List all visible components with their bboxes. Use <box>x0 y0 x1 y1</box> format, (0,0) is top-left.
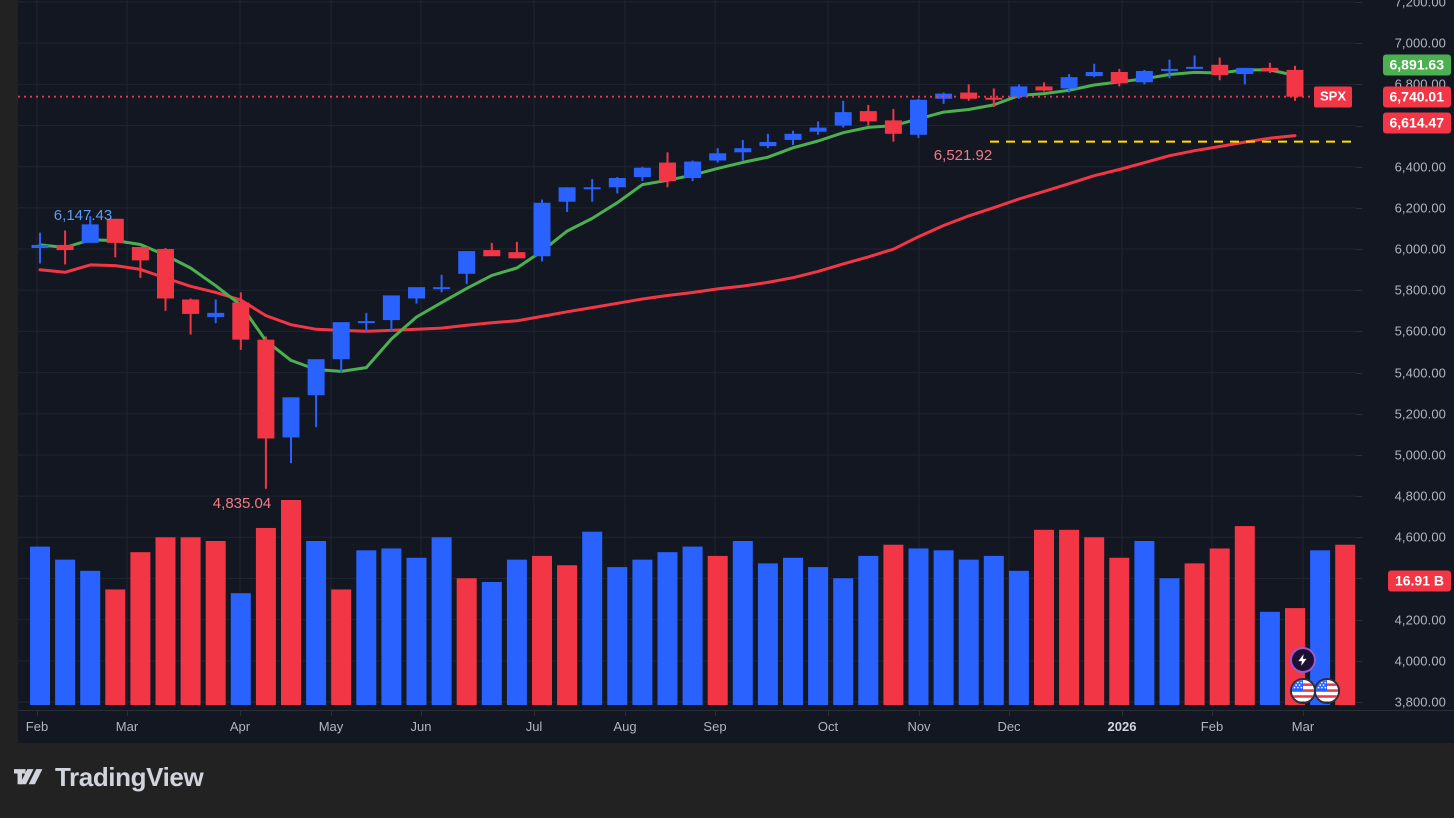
time-axis-tick <box>919 711 920 716</box>
price-axis-label: 5,200.00 <box>1394 406 1446 422</box>
time-axis-tick <box>828 711 829 716</box>
time-axis-tick <box>240 711 241 716</box>
price-axis-tick <box>1356 207 1362 209</box>
time-axis-label: Apr <box>229 719 251 734</box>
time-axis-tick <box>331 711 332 716</box>
volume-series <box>30 500 1356 705</box>
price-axis-tick <box>1356 660 1362 662</box>
price-axis-label: 7,000.00 <box>1394 35 1446 51</box>
moving-average-lines <box>38 68 1297 373</box>
time-axis-label: Dec <box>997 719 1021 734</box>
fast-ma-line <box>38 68 1297 373</box>
price-axis-tick <box>1356 413 1362 415</box>
price-axis-tick <box>1356 537 1362 539</box>
price-axis-label: 3,800.00 <box>1394 694 1446 710</box>
price-axis-tick <box>1356 496 1362 498</box>
time-axis-label: Nov <box>907 719 931 734</box>
us-flag-icon-2[interactable] <box>1314 678 1340 704</box>
time-axis-tick <box>421 711 422 716</box>
time-axis-label: Mar <box>115 719 139 734</box>
ma-fast-value[interactable]: 6,891.63 <box>1382 54 1451 76</box>
time-axis-label: Jul <box>525 719 543 734</box>
time-axis-tick <box>1122 711 1123 716</box>
time-axis-tick <box>37 711 38 716</box>
price-axis-tick <box>1356 290 1362 292</box>
swing-high-label: 6,147.43 <box>53 207 113 224</box>
price-axis-tick <box>1356 331 1362 333</box>
price-axis-tick <box>1356 125 1362 127</box>
price-axis-tick <box>1356 43 1362 45</box>
time-axis-tick <box>534 711 535 716</box>
time-axis-tick <box>715 711 716 716</box>
time-axis-label: Feb <box>1200 719 1224 734</box>
price-axis-tick <box>1356 84 1362 86</box>
price-chart-pane[interactable]: 6,147.43 4,835.04 6,521.92 SPX <box>18 0 1356 710</box>
price-axis-label: 6,200.00 <box>1394 200 1446 216</box>
price-axis-label: 5,600.00 <box>1394 323 1446 339</box>
price-axis-tick <box>1356 619 1362 621</box>
price-axis-label: 6,400.00 <box>1394 159 1446 175</box>
time-axis-label: 2026 <box>1107 719 1137 734</box>
time-axis-tick <box>127 711 128 716</box>
lightning-bolt-icon[interactable] <box>1290 647 1316 673</box>
price-axis-tick <box>1356 702 1362 703</box>
candlestick-series <box>31 55 1304 489</box>
price-axis-label: 4,000.00 <box>1394 653 1446 669</box>
price-axis-label: 4,800.00 <box>1394 488 1446 504</box>
price-axis-label: 4,200.00 <box>1394 612 1446 628</box>
price-axis-label: 4,600.00 <box>1394 529 1446 545</box>
time-axis-label: Oct <box>817 719 839 734</box>
price-axis-tick <box>1356 454 1362 456</box>
time-axis-label: Sep <box>703 719 727 734</box>
time-axis-corner <box>1356 710 1454 743</box>
price-axis-tick <box>1356 166 1362 168</box>
volume-value[interactable]: 16.91 B <box>1387 570 1451 592</box>
time-axis-label: Feb <box>25 719 49 734</box>
time-axis-tick <box>1212 711 1213 716</box>
price-axis-tick <box>1356 372 1362 374</box>
tradingview-logo-icon <box>14 767 46 789</box>
time-axis-label: Jun <box>410 719 432 734</box>
price-axis-label: 7,200.00 <box>1394 0 1446 10</box>
swing-low-label: 4,835.04 <box>212 495 272 512</box>
support-label: 6,521.92 <box>933 147 993 164</box>
price-axis-label: 5,000.00 <box>1394 447 1446 463</box>
price-axis-tick <box>1356 2 1362 3</box>
price-axis-label: 5,400.00 <box>1394 365 1446 381</box>
time-axis[interactable]: Feb Mar Apr May Jun Jul Aug Sep Oct Nov Dec 2026 Feb… <box>18 710 1356 743</box>
price-axis-tick <box>1356 249 1362 251</box>
tradingview-branding: TradingView <box>14 762 204 793</box>
us-flag-icon-1[interactable] <box>1290 678 1316 704</box>
time-axis-label: Mar <box>1291 719 1315 734</box>
time-axis-tick <box>1303 711 1304 716</box>
price-axis-tick <box>1356 578 1362 580</box>
ma-slow-value[interactable]: 6,614.47 <box>1382 112 1451 134</box>
time-axis-label: Aug <box>613 719 637 734</box>
symbol-tag[interactable]: SPX <box>1314 86 1353 108</box>
price-axis[interactable]: 7,200.007,000.006,800.006,600.006,400.00… <box>1356 0 1454 710</box>
price-axis-label: 6,000.00 <box>1394 241 1446 257</box>
price-axis-label: 5,800.00 <box>1394 282 1446 298</box>
chart-canvas[interactable] <box>18 0 1356 710</box>
tradingview-wordmark: TradingView <box>55 762 204 792</box>
time-axis-tick <box>625 711 626 716</box>
time-axis-label: May <box>318 719 344 734</box>
last-price-value[interactable]: 6,740.01 <box>1382 86 1451 108</box>
time-axis-tick <box>1009 711 1010 716</box>
